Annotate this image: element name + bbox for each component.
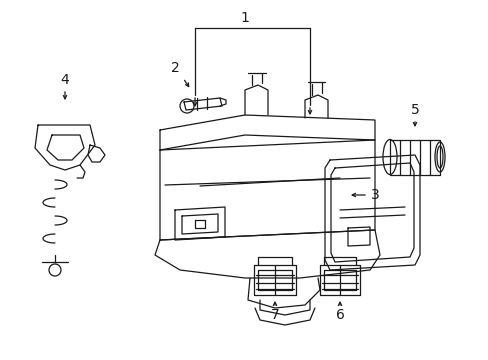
Text: 5: 5 [410, 103, 419, 117]
Text: 6: 6 [335, 308, 344, 322]
Text: 4: 4 [61, 73, 69, 87]
Text: 1: 1 [240, 11, 249, 25]
Text: 3: 3 [370, 188, 379, 202]
Text: 2: 2 [170, 61, 179, 75]
Text: 7: 7 [270, 308, 279, 322]
